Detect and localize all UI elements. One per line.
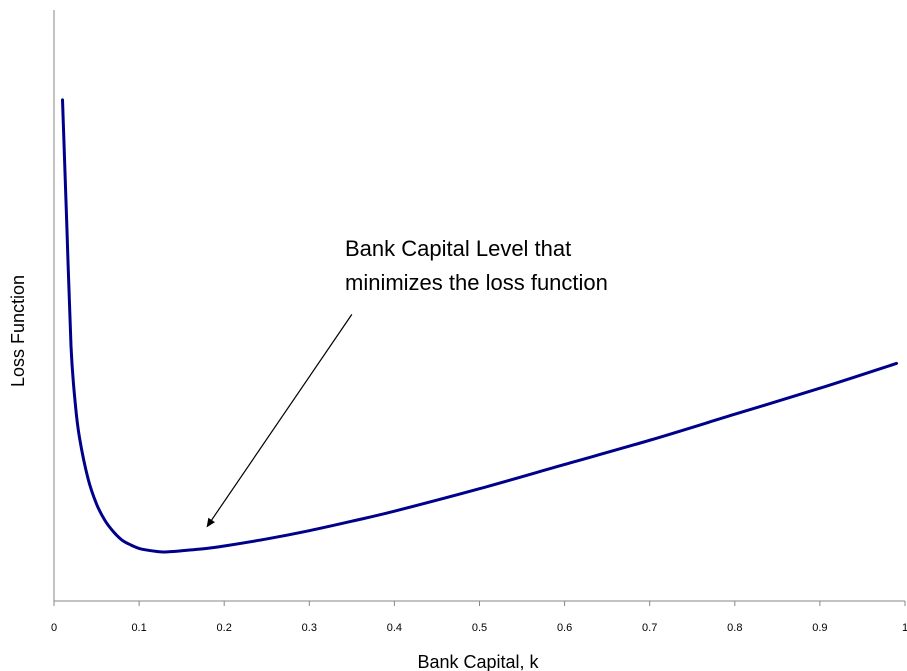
x-tick-label: 0.8	[727, 622, 742, 634]
x-tick-label: 0.2	[217, 622, 232, 634]
loss-function-curve	[61, 98, 898, 554]
x-tick-label: 0.9	[812, 622, 827, 634]
x-tick-label: 0.5	[472, 622, 487, 634]
x-axis-ticks	[53, 601, 906, 606]
annotation-label-line-2: minimizes the loss function	[345, 270, 608, 295]
x-axis-title: Bank Capital, k	[417, 652, 539, 671]
x-tick-label: 1	[902, 622, 907, 634]
x-tick-label: 0.6	[557, 622, 572, 634]
annotation-label-line-1: Bank Capital Level that	[345, 236, 571, 261]
annotation-arrow	[206, 314, 353, 528]
y-axis-title: Loss Function	[8, 275, 28, 387]
x-tick-label: 0.3	[302, 622, 317, 634]
x-tick-label: 0.7	[642, 622, 657, 634]
x-tick-label: 0.1	[131, 622, 146, 634]
x-tick-label: 0.4	[387, 622, 402, 634]
x-axis-tick-labels: 0 0.1 0.2 0.3 0.4 0.5 0.6 0.7 0.8 0.9 1	[51, 622, 907, 634]
x-tick-label: 0	[51, 622, 57, 634]
